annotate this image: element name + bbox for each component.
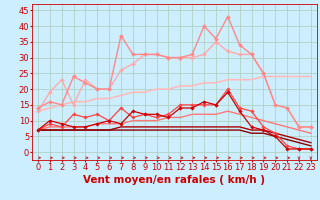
X-axis label: Vent moyen/en rafales ( km/h ): Vent moyen/en rafales ( km/h )	[84, 175, 265, 185]
